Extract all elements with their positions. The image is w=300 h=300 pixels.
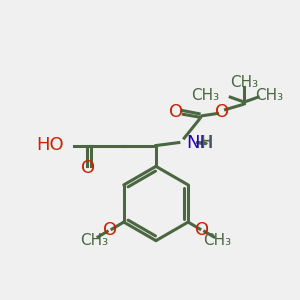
Text: O: O xyxy=(195,221,209,239)
Text: O: O xyxy=(169,103,183,121)
Text: H: H xyxy=(200,134,213,152)
Text: CH₃: CH₃ xyxy=(230,75,258,90)
Text: O: O xyxy=(103,221,117,239)
Text: CH₃: CH₃ xyxy=(80,233,109,248)
Text: NH: NH xyxy=(186,134,213,152)
Text: O: O xyxy=(215,103,229,121)
Text: O: O xyxy=(80,159,94,177)
Text: CH₃: CH₃ xyxy=(191,88,220,103)
Text: HO: HO xyxy=(36,136,64,154)
Text: CH₃: CH₃ xyxy=(255,88,283,103)
Text: CH₃: CH₃ xyxy=(203,233,232,248)
